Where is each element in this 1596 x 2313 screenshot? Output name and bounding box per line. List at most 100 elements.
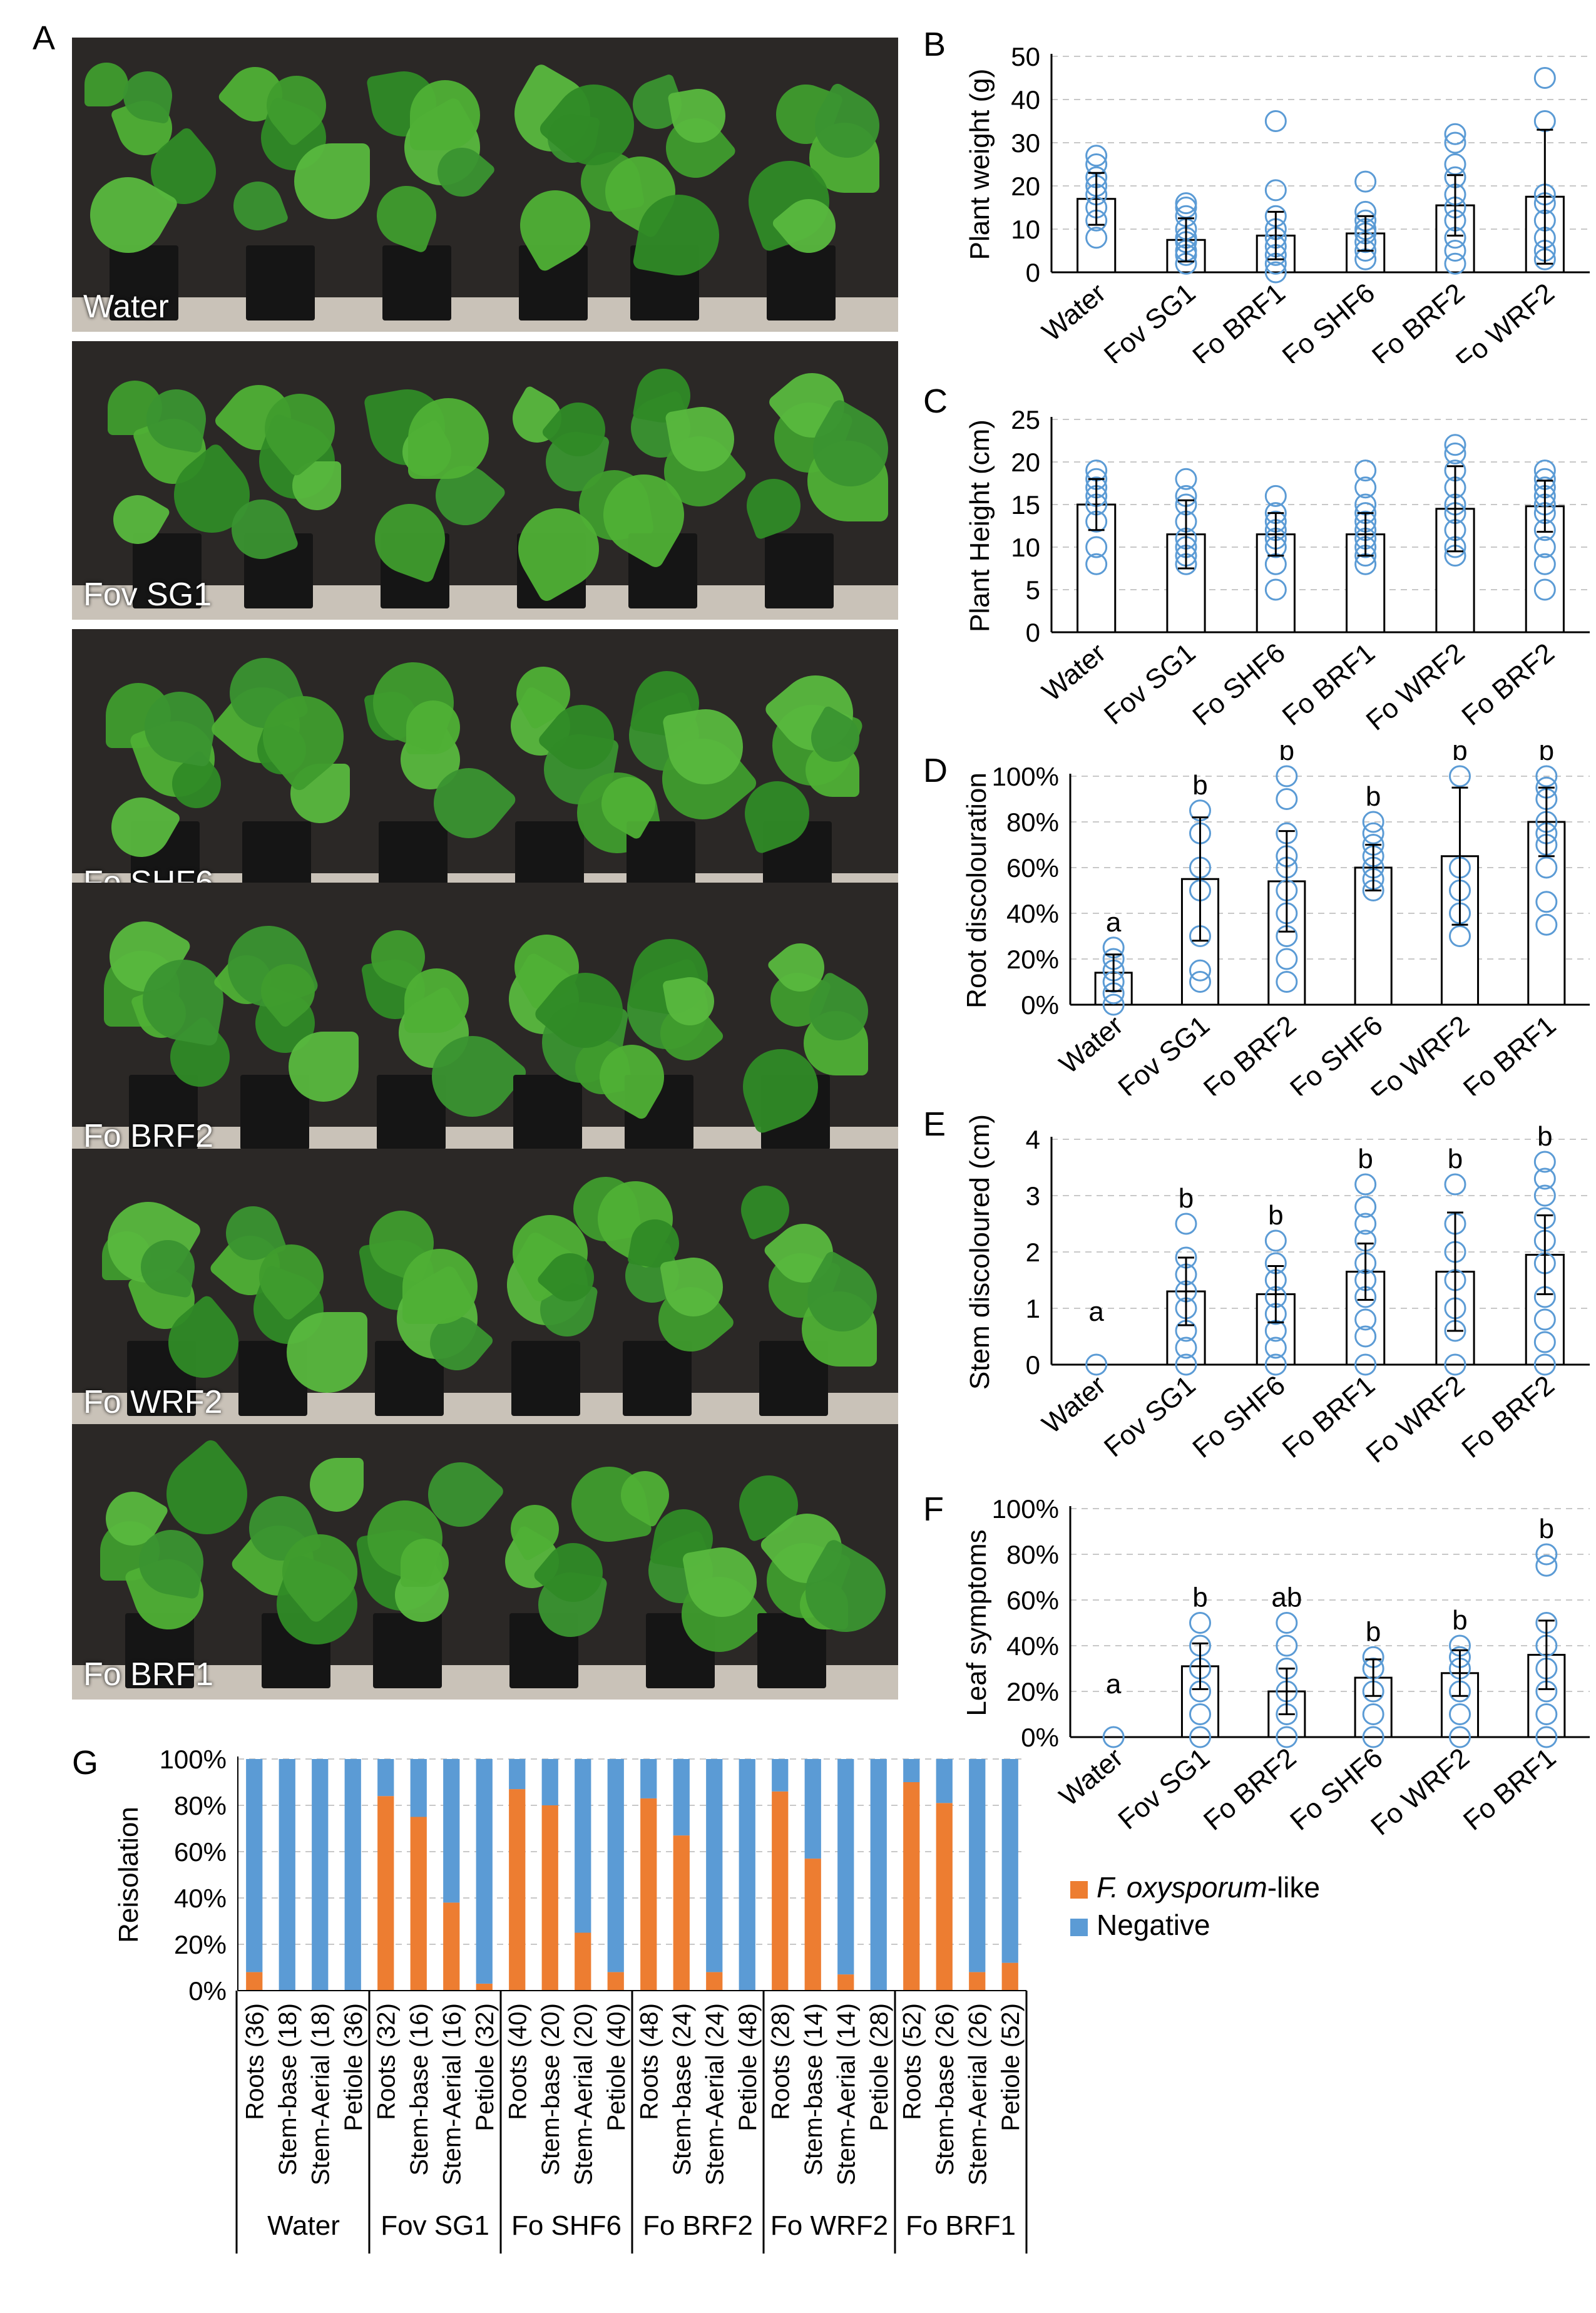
data-point bbox=[1264, 485, 1287, 507]
y-tick-label: 30 bbox=[1011, 128, 1040, 158]
data-point bbox=[1175, 468, 1197, 490]
y-tick-label: 0 bbox=[1026, 258, 1040, 287]
panel-letter-c: C bbox=[923, 382, 948, 420]
data-point bbox=[1175, 1353, 1197, 1376]
bar-segment-negative bbox=[936, 1759, 953, 1803]
y-tick-label: 60% bbox=[1006, 853, 1059, 883]
bar-segment-negative bbox=[312, 1759, 329, 1991]
leaf bbox=[310, 1458, 364, 1512]
data-point bbox=[1102, 993, 1125, 1016]
data-point bbox=[1264, 1336, 1287, 1359]
x-tick-label: Water bbox=[1036, 277, 1112, 347]
data-point bbox=[1276, 971, 1298, 993]
leaf bbox=[287, 1312, 367, 1393]
data-point bbox=[1449, 1726, 1471, 1748]
panel-letter-f: F bbox=[923, 1490, 944, 1528]
y-tick-label: 40% bbox=[1006, 899, 1059, 928]
plant-pot bbox=[133, 533, 202, 608]
bar-segment-negative bbox=[476, 1759, 493, 1984]
data-point bbox=[1354, 1173, 1377, 1196]
photo-treatment-label: Fov SG1 bbox=[83, 577, 212, 613]
x-tick-label: Stem-Aerial (24) bbox=[701, 2003, 729, 2185]
y-tick-label: 10 bbox=[1011, 215, 1040, 244]
data-point bbox=[1264, 1353, 1287, 1376]
plant-pot bbox=[373, 1613, 442, 1688]
plant-photo: Fo WRF2 bbox=[72, 1149, 898, 1427]
panel-letter-d: D bbox=[923, 752, 948, 789]
bar-segment-foxysporum bbox=[607, 1972, 624, 1991]
plant-pot bbox=[767, 245, 836, 321]
plant-photo: Fov SG1 bbox=[72, 341, 898, 620]
data-point bbox=[1535, 1726, 1558, 1748]
y-tick-label: 2 bbox=[1026, 1238, 1040, 1267]
bar-segment-foxysporum bbox=[575, 1932, 591, 1991]
x-tick-label: Petiole (28) bbox=[866, 2003, 893, 2131]
leaf bbox=[408, 398, 489, 479]
bar-segment-foxysporum bbox=[410, 1817, 427, 1991]
bar-segment-foxysporum bbox=[804, 1859, 821, 1991]
y-tick-label: 80% bbox=[1006, 1540, 1059, 1569]
bar-segment-negative bbox=[443, 1759, 460, 1903]
data-point bbox=[1362, 822, 1384, 844]
significance-letter: b bbox=[1358, 1144, 1373, 1174]
data-point bbox=[1362, 811, 1384, 833]
data-point bbox=[1444, 1173, 1466, 1196]
x-tick-label: Fov SG1 bbox=[1098, 1370, 1202, 1463]
data-point bbox=[1535, 1543, 1558, 1566]
y-tick-label: 20% bbox=[1006, 1677, 1059, 1706]
y-tick-label: 40% bbox=[174, 1884, 227, 1913]
group-label: Fo BRF2 bbox=[643, 2210, 753, 2241]
group-label: Fov SG1 bbox=[381, 2210, 489, 2241]
significance-letter: b bbox=[1192, 770, 1207, 801]
group-label: Fo BRF1 bbox=[906, 2210, 1016, 2241]
shelf bbox=[72, 297, 898, 332]
bar-segment-negative bbox=[607, 1759, 624, 1972]
legend-swatch-negative bbox=[1070, 1919, 1088, 1936]
bar-segment-negative bbox=[575, 1759, 591, 1933]
bar-segment-negative bbox=[246, 1759, 263, 1972]
leaf bbox=[84, 63, 128, 106]
x-tick-label: Roots (48) bbox=[635, 2003, 663, 2120]
chart-leaf-symptoms: 0%20%40%60%80%100%Leaf symptoms aWaterbFo… bbox=[961, 1494, 1590, 1842]
group-label: Fo WRF2 bbox=[770, 2210, 888, 2241]
bar-segment-foxysporum bbox=[936, 1803, 953, 1991]
data-point bbox=[1189, 1703, 1211, 1725]
data-point bbox=[1362, 1726, 1384, 1748]
significance-letter: b bbox=[1537, 1121, 1552, 1152]
bar-segment-negative bbox=[804, 1759, 821, 1859]
significance-letter: b bbox=[1179, 1183, 1194, 1214]
x-tick-label: Roots (40) bbox=[504, 2003, 531, 2120]
bar-segment-negative bbox=[410, 1759, 427, 1817]
bar-segment-foxysporum bbox=[772, 1791, 789, 1991]
group-label: Fo SHF6 bbox=[511, 2210, 622, 2241]
data-point bbox=[1535, 891, 1558, 913]
bar-segment-negative bbox=[673, 1759, 690, 1836]
data-point bbox=[1276, 1634, 1298, 1657]
photo-treatment-label: Fo WRF2 bbox=[83, 1384, 223, 1420]
plant-pot bbox=[110, 245, 178, 321]
data-point bbox=[1354, 1308, 1377, 1331]
data-point bbox=[1362, 1703, 1384, 1725]
x-tick-label: Water bbox=[1036, 637, 1112, 707]
bar-segment-foxysporum bbox=[246, 1972, 263, 1991]
data-point bbox=[1354, 476, 1377, 499]
bar-segment-foxysporum bbox=[377, 1796, 394, 1991]
panel-letter-b: B bbox=[923, 26, 946, 63]
bar-segment-foxysporum bbox=[1001, 1962, 1018, 1991]
bar-segment-negative bbox=[837, 1759, 854, 1975]
data-point bbox=[1533, 67, 1556, 89]
significance-letter: b bbox=[1452, 1605, 1467, 1636]
bar-segment-foxysporum bbox=[476, 1983, 493, 1991]
bar-segment-negative bbox=[640, 1759, 657, 1798]
data-point bbox=[1533, 1308, 1556, 1331]
data-point bbox=[1175, 192, 1197, 215]
bar-segment-negative bbox=[509, 1759, 526, 1790]
leaf bbox=[410, 80, 480, 150]
plant-photo: Fo BRF2 bbox=[72, 883, 898, 1161]
x-tick-label: Petiole (32) bbox=[471, 2003, 499, 2131]
plant-pot bbox=[513, 1075, 582, 1150]
plant-pot bbox=[765, 533, 834, 608]
y-tick-label: 20 bbox=[1011, 172, 1040, 201]
significance-letter: b bbox=[1366, 781, 1381, 812]
